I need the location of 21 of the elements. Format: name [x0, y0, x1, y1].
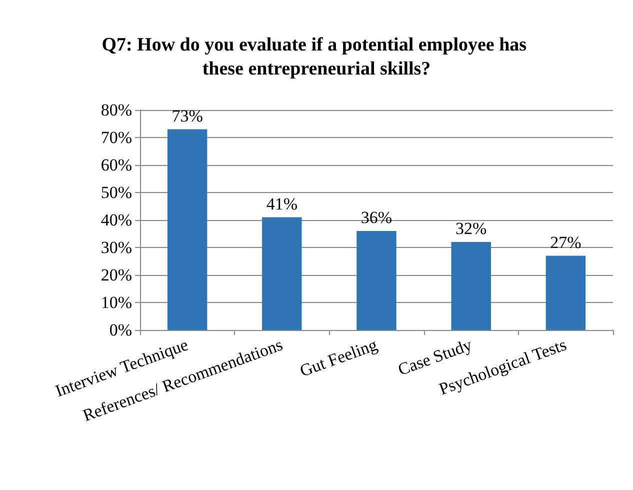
y-tick-label: 60% — [100, 156, 132, 174]
bar — [167, 129, 208, 330]
y-tick-label: 80% — [100, 100, 132, 120]
y-tick-label: 50% — [100, 183, 132, 202]
y-tick-label: 20% — [100, 266, 132, 284]
y-tick-label: 10% — [100, 293, 132, 312]
y-tick-label: 30% — [100, 238, 132, 257]
data-label: 41% — [266, 194, 298, 214]
bar — [546, 256, 586, 330]
y-tick-label: 40% — [100, 210, 132, 230]
bar — [356, 231, 396, 330]
bar — [451, 242, 491, 330]
data-label: 32% — [456, 219, 487, 238]
data-label: 27% — [550, 232, 582, 252]
bar — [262, 217, 302, 330]
chart-title: Q7: How do you evaluate if a potential employee has these entrepreneurial skills? — [102, 34, 532, 80]
y-tick-label: 0% — [109, 320, 132, 340]
data-label: 36% — [360, 208, 392, 227]
x-tick-label: Gut Feeling — [297, 334, 380, 381]
data-label: 73% — [172, 106, 203, 126]
y-tick-label: 70% — [100, 128, 132, 147]
